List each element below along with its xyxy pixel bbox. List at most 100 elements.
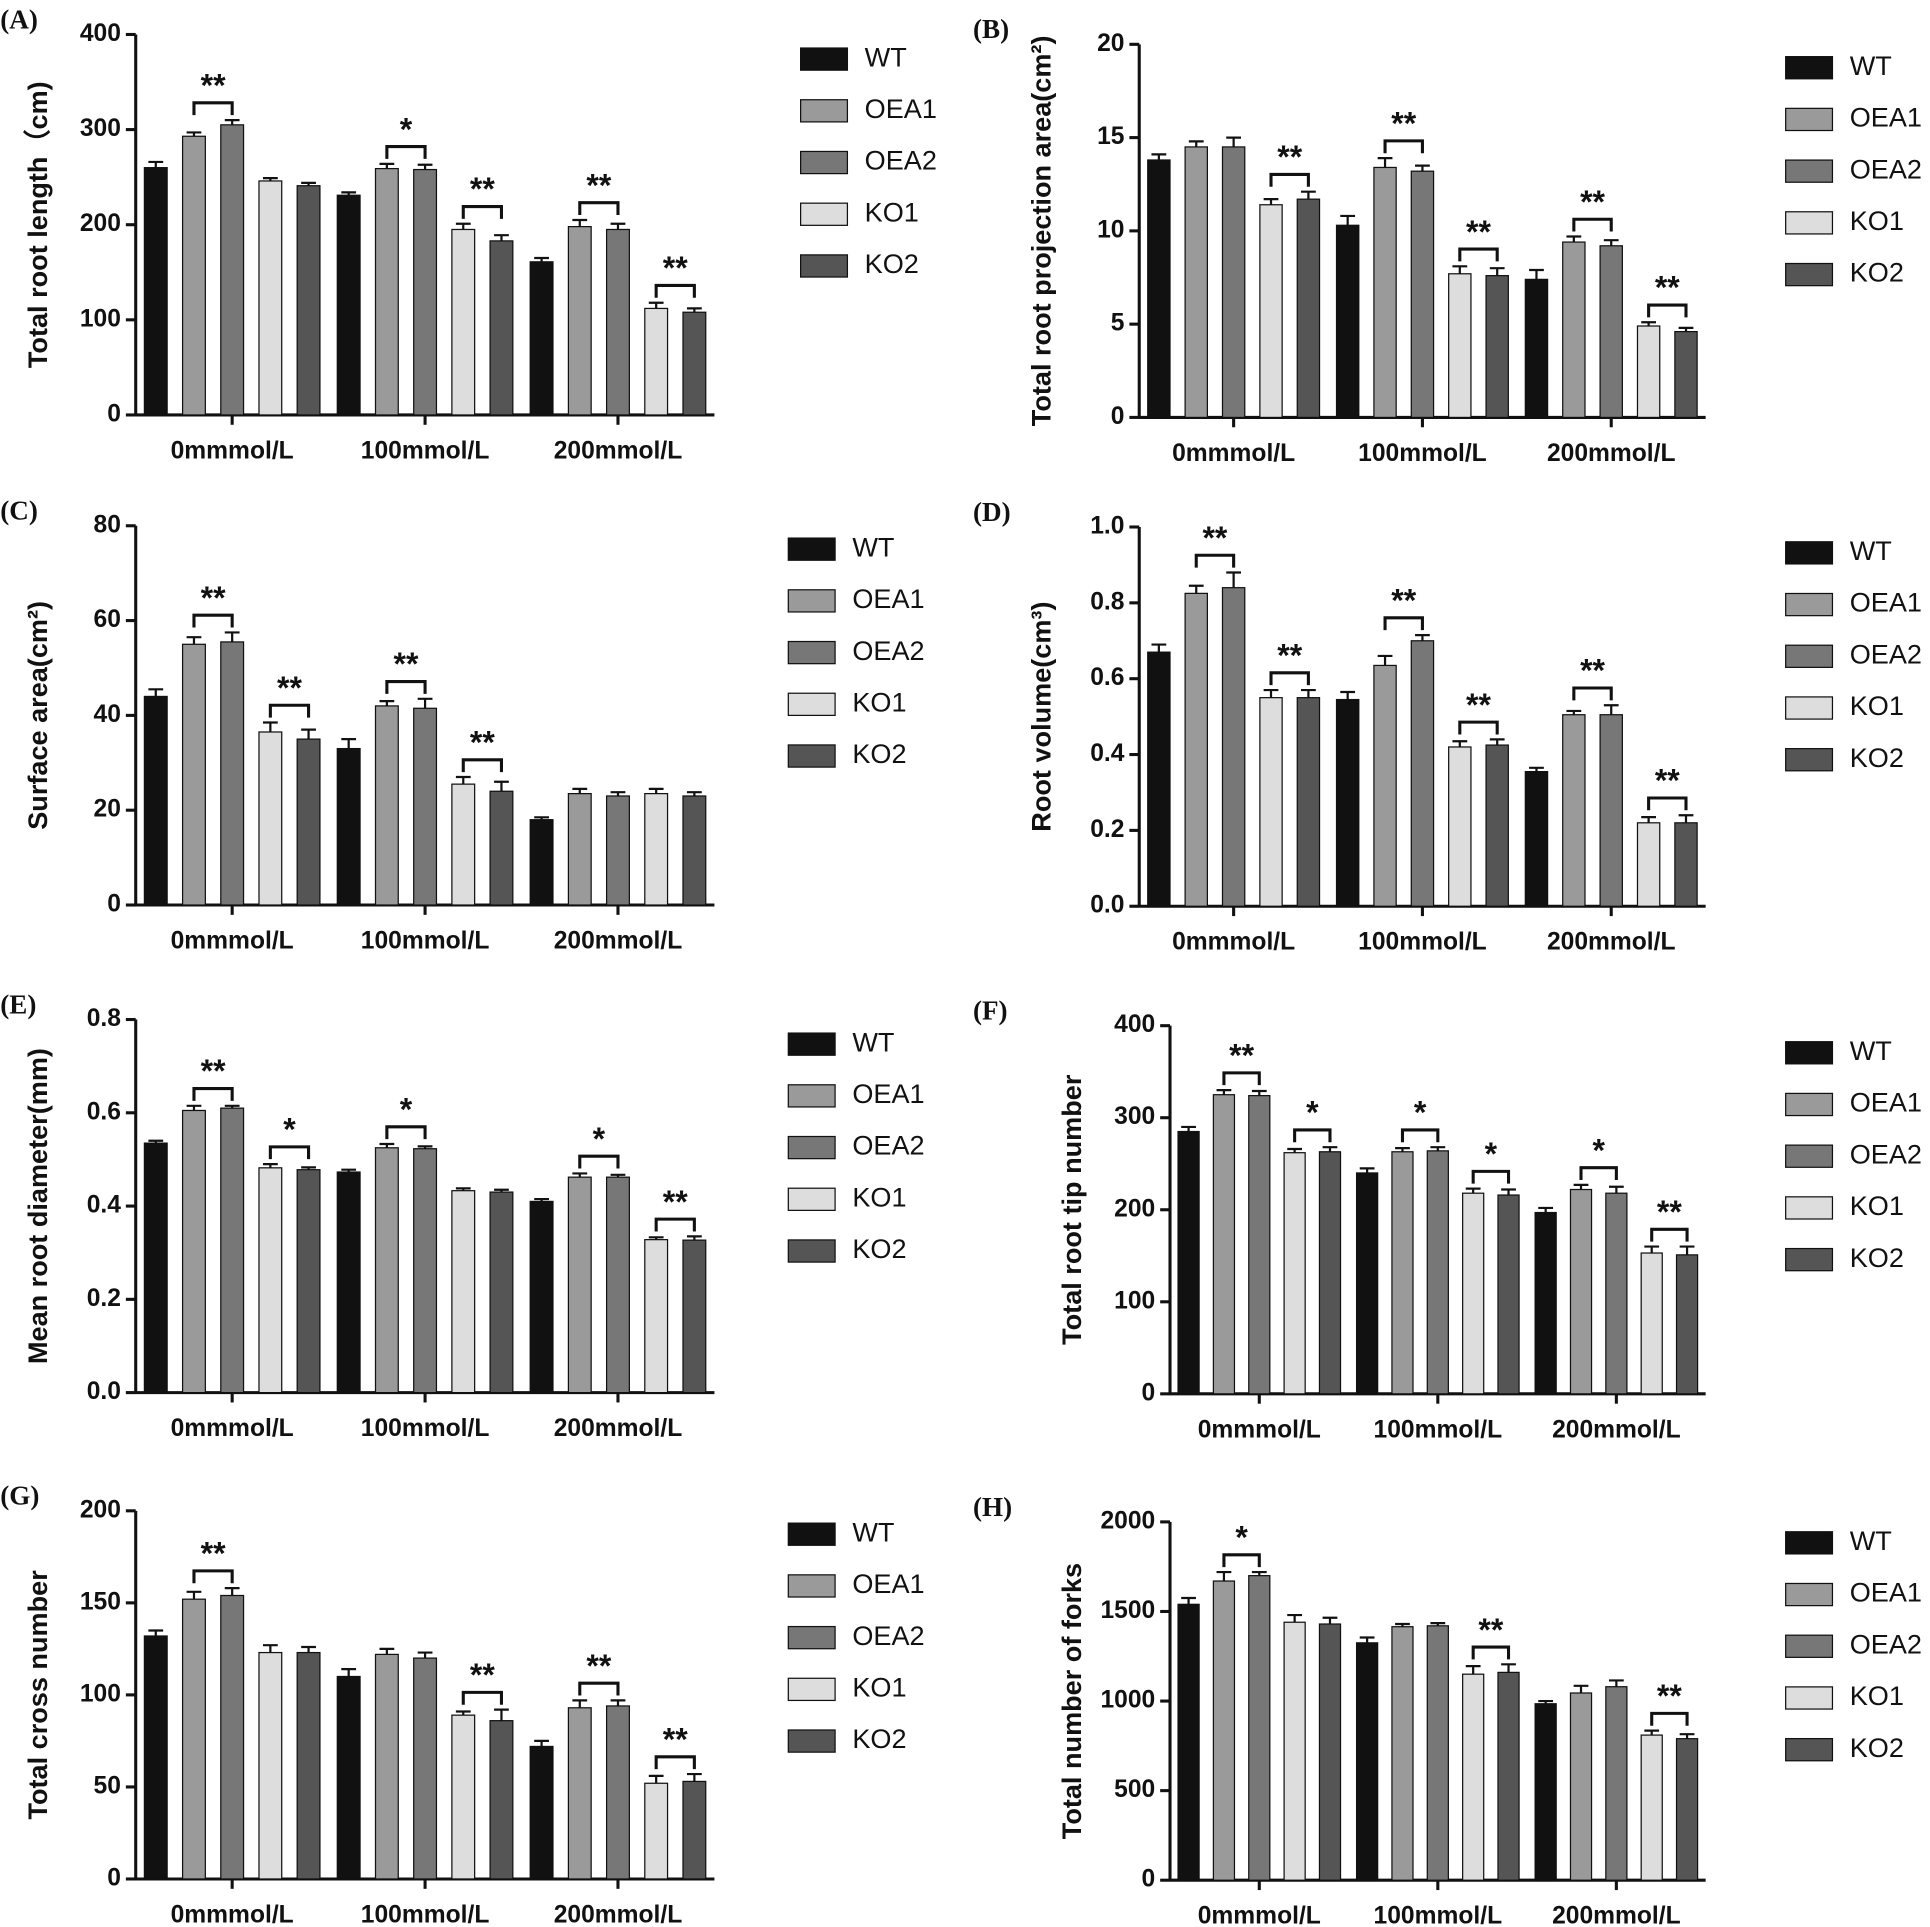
legend-swatch <box>1785 1092 1834 1117</box>
significance-bracket <box>1647 796 1688 811</box>
error-bar <box>1188 584 1204 594</box>
y-tick-label: 0 <box>1142 1379 1156 1406</box>
error-bar <box>1226 571 1242 588</box>
significance-bracket <box>1572 217 1613 232</box>
error-bar <box>148 160 164 168</box>
y-tick-label: 0.6 <box>1090 664 1124 691</box>
x-tick-label: 0mmmol/L <box>171 927 294 954</box>
error-bar <box>572 1699 588 1708</box>
y-axis-label: Surface area(cm²) <box>22 601 53 830</box>
error-bar <box>1501 1663 1516 1673</box>
legend-label: WT <box>1850 1525 1892 1556</box>
legend-swatch <box>800 99 849 123</box>
error-bar <box>224 118 240 125</box>
legend-label: OEA2 <box>1850 1138 1922 1169</box>
x-tick-label: 100mmol/L <box>361 1901 490 1927</box>
y-tick-label: 20 <box>1097 30 1124 57</box>
y-tick-label: 0.4 <box>87 1192 122 1219</box>
bar <box>529 1200 554 1394</box>
significance-bracket <box>461 758 504 773</box>
bar <box>1373 664 1397 907</box>
bar <box>1373 166 1397 419</box>
significance-bracket <box>1269 172 1310 187</box>
bar <box>1221 587 1246 907</box>
significance-label: ** <box>1657 1678 1682 1714</box>
legend-swatch <box>1785 592 1834 617</box>
legend-label: KO1 <box>1850 1680 1904 1711</box>
y-tick-label: 50 <box>94 1772 121 1799</box>
significance-bracket <box>578 1681 620 1696</box>
error-bar <box>1489 738 1505 746</box>
significance-bracket <box>654 283 696 298</box>
error-bar <box>648 301 664 309</box>
y-axis-label: Total root tip number <box>1056 1074 1087 1345</box>
x-tick-label: 100mmol/L <box>361 437 490 464</box>
error-bar <box>1301 688 1316 698</box>
bar <box>1569 1188 1593 1395</box>
legend-swatch <box>787 1574 836 1598</box>
y-tick-label: 0 <box>107 400 121 427</box>
bar <box>143 695 168 906</box>
bar <box>1283 1152 1306 1395</box>
y-tick-label: 10 <box>1097 216 1124 243</box>
bar <box>258 731 283 906</box>
bar <box>1562 241 1586 419</box>
error-bar <box>186 131 202 137</box>
error-bar <box>148 688 164 697</box>
x-tick-label: 200mmol/L <box>554 437 683 464</box>
significance-label: ** <box>1478 1612 1503 1648</box>
error-bar <box>1340 214 1356 226</box>
bar <box>1605 1686 1628 1881</box>
legend-label: KO1 <box>1850 690 1904 721</box>
error-bar <box>1263 688 1279 698</box>
x-tick-label: 0mmmol/L <box>171 1415 294 1442</box>
significance-label: ** <box>663 1721 688 1757</box>
error-bar <box>1181 1125 1196 1132</box>
bar <box>413 168 438 416</box>
error-bar <box>494 780 509 792</box>
y-tick-label: 0.2 <box>87 1285 121 1312</box>
bar <box>451 228 476 416</box>
error-bar <box>262 1162 278 1168</box>
bar <box>1497 1671 1520 1881</box>
bar <box>682 311 707 416</box>
error-bar <box>1679 1245 1695 1255</box>
significance-bracket <box>192 1087 234 1101</box>
significance-bracket <box>1222 1071 1261 1086</box>
bar <box>644 1782 669 1880</box>
bar <box>1636 822 1661 907</box>
x-tick-label: 200mmol/L <box>554 1901 683 1927</box>
bar <box>1534 1211 1557 1395</box>
bar <box>220 1594 245 1880</box>
significance-bracket <box>1650 1227 1689 1242</box>
significance-label: ** <box>201 580 226 616</box>
error-bar <box>1322 1616 1338 1625</box>
error-bar <box>1452 740 1468 747</box>
bar <box>1674 822 1698 907</box>
legend-label: KO2 <box>1850 742 1904 773</box>
legend-swatch <box>787 640 836 665</box>
y-tick-label: 0.6 <box>87 1098 121 1125</box>
y-tick-label: 5 <box>1111 310 1125 337</box>
y-tick-label: 0.0 <box>1090 892 1124 919</box>
bar <box>413 707 438 906</box>
x-tick-label: 100mmol/L <box>361 927 490 954</box>
error-bar <box>341 191 357 196</box>
bar <box>451 1190 476 1394</box>
bar <box>1534 1703 1557 1881</box>
significance-label: ** <box>277 670 302 706</box>
legend-label: WT <box>1850 50 1892 81</box>
error-bar <box>224 1587 240 1596</box>
error-bar <box>1287 1147 1303 1153</box>
y-tick-label: 1.0 <box>1090 513 1124 540</box>
error-bar <box>1529 766 1544 772</box>
bar <box>413 1657 438 1880</box>
legend-label: KO1 <box>865 196 919 227</box>
error-bar <box>341 1668 357 1677</box>
error-bar <box>494 1708 509 1721</box>
legend-label: OEA2 <box>852 1130 924 1161</box>
error-bar <box>455 775 471 785</box>
y-tick-label: 100 <box>1114 1287 1155 1314</box>
legend-swatch <box>787 1135 836 1160</box>
legend-swatch <box>1785 748 1834 772</box>
